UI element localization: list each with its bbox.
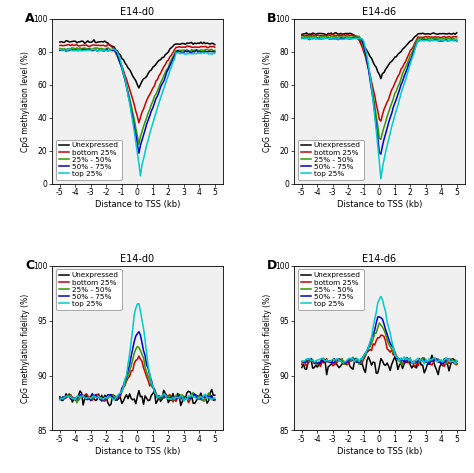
Text: B: B bbox=[267, 12, 276, 26]
Text: A: A bbox=[25, 12, 35, 26]
Legend: Unexpressed, bottom 25%, 25% - 50%, 50% - 75%, top 25%: Unexpressed, bottom 25%, 25% - 50%, 50% … bbox=[56, 270, 121, 310]
X-axis label: Distance to TSS (kb): Distance to TSS (kb) bbox=[95, 200, 180, 209]
Text: D: D bbox=[267, 259, 277, 272]
X-axis label: Distance to TSS (kb): Distance to TSS (kb) bbox=[95, 447, 180, 456]
Text: C: C bbox=[25, 259, 34, 272]
Y-axis label: CpG methylation fidelity (%): CpG methylation fidelity (%) bbox=[263, 294, 272, 403]
Legend: Unexpressed, bottom 25%, 25% - 50%, 50% - 75%, top 25%: Unexpressed, bottom 25%, 25% - 50%, 50% … bbox=[298, 270, 364, 310]
X-axis label: Distance to TSS (kb): Distance to TSS (kb) bbox=[337, 200, 422, 209]
Y-axis label: CpG methylation level (%): CpG methylation level (%) bbox=[263, 51, 272, 152]
Title: E14-d0: E14-d0 bbox=[120, 254, 155, 263]
Title: E14-d6: E14-d6 bbox=[362, 7, 396, 17]
Y-axis label: CpG methylation level (%): CpG methylation level (%) bbox=[21, 51, 30, 152]
Title: E14-d6: E14-d6 bbox=[362, 254, 396, 263]
Legend: Unexpressed, bottom 25%, 25% - 50%, 50% - 75%, top 25%: Unexpressed, bottom 25%, 25% - 50%, 50% … bbox=[298, 140, 364, 180]
Title: E14-d0: E14-d0 bbox=[120, 7, 155, 17]
Y-axis label: CpG methylation fidelity (%): CpG methylation fidelity (%) bbox=[21, 294, 30, 403]
Legend: Unexpressed, bottom 25%, 25% - 50%, 50% - 75%, top 25%: Unexpressed, bottom 25%, 25% - 50%, 50% … bbox=[56, 140, 121, 180]
X-axis label: Distance to TSS (kb): Distance to TSS (kb) bbox=[337, 447, 422, 456]
